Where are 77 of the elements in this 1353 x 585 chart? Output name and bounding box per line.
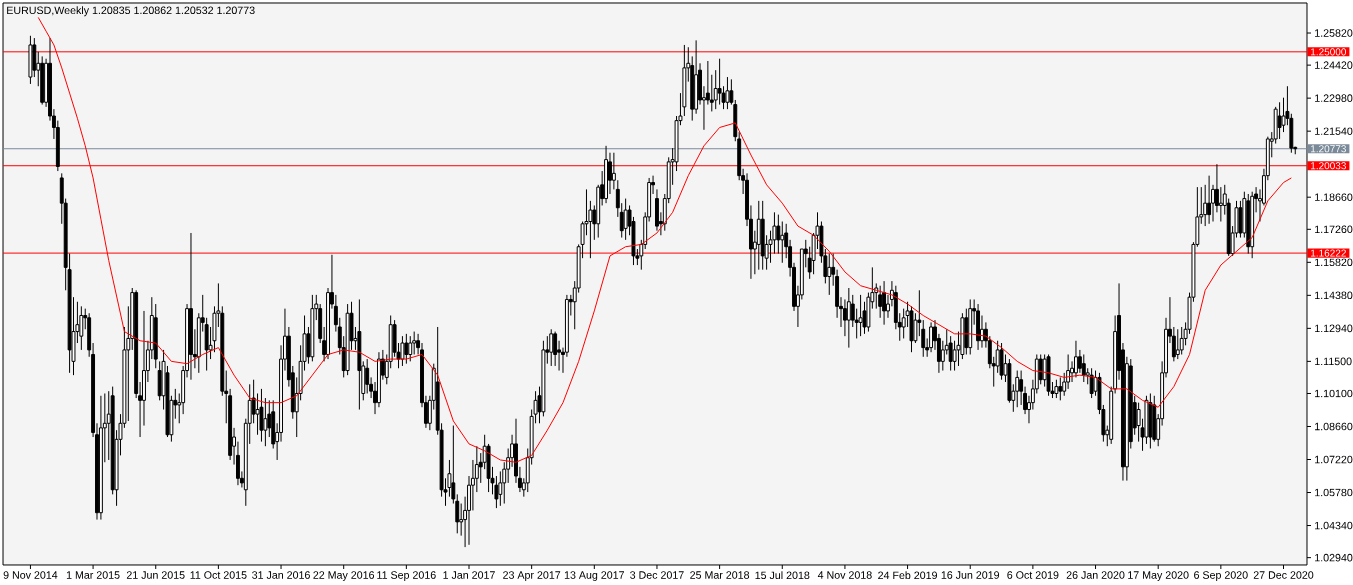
y-tick-label: 1.21540 [1315,127,1353,135]
x-tick-label: 15 Jul 2018 [755,571,810,580]
x-tick-label: 21 Jun 2015 [126,571,185,579]
y-tick-label: 1.14380 [1315,291,1353,300]
x-tick-label: 11 Oct 2015 [190,571,247,579]
candlestick [776,214,781,255]
candlestick [929,321,934,353]
candlestick [1054,379,1059,399]
candlestick [827,253,832,296]
candlestick [498,470,503,507]
y-tick-label: 1.17260 [1315,225,1353,234]
x-tick-label: 25 Mar 2018 [690,571,750,579]
candlestick [1081,353,1086,383]
candlestick [259,388,264,443]
y-tick-label: 1.12940 [1315,324,1353,333]
candlestick [1203,184,1208,227]
candlestick [549,328,554,367]
x-tick-label: 11 Sep 2016 [377,571,436,581]
candlestick [365,358,370,394]
x-tick-label: 3 Dec 2017 [630,571,684,579]
ref-line-label: 1.25000 [1311,48,1347,56]
candlestick [608,152,612,195]
candlestick [878,285,883,319]
y-tick-label: 1.07220 [1315,455,1353,464]
x-tick-label: 31 Jan 2016 [252,571,310,579]
x-tick-label: 13 Aug 2017 [564,571,624,581]
x-tick-label: 24 Feb 2019 [878,571,937,580]
candlestick [1277,101,1282,140]
x-tick-label: 17 May 2020 [1128,571,1189,581]
y-tick-label: 1.24420 [1315,61,1353,69]
candlestick [1175,328,1180,360]
y-tick-label: 1.25820 [1315,29,1353,37]
candlestick [263,397,268,447]
candlestick [882,280,887,326]
candlestick [1015,370,1020,408]
y-tick-label: 1.10100 [1315,389,1353,398]
candlestick [842,298,847,337]
candlestick [858,294,863,337]
x-tick-label: 9 Nov 2014 [3,571,58,579]
ref-line-label: 1.16222 [1311,249,1346,257]
y-tick-label: 1.15820 [1315,258,1353,267]
candlestick [502,461,507,505]
x-tick-label: 1 Jan 2017 [443,571,495,579]
ref-line-label: 1.20773 [1311,145,1346,153]
y-tick-label: 1.05780 [1315,488,1353,497]
x-tick-label: 4 Nov 2018 [817,571,872,579]
chart-title: EURUSD,Weekly 1.20835 1.20862 1.20532 1.20773 [7,6,255,17]
y-tick-label: 1.04340 [1315,521,1353,530]
candlestick [408,335,413,362]
x-tick-label: 6 Sep 2020 [1194,571,1248,581]
candlestick [553,331,558,367]
candlestick [846,287,851,349]
y-tick-label: 1.18660 [1315,193,1353,201]
candlestick [717,58,722,106]
y-tick-label: 1.11500 [1315,357,1352,366]
candlestick [780,221,785,264]
candlestick [404,333,409,365]
candlestick [725,76,730,110]
x-tick-label: 6 Oct 2019 [1007,571,1059,579]
x-tick-label: 1 Mar 2015 [66,571,120,579]
x-tick-label: 23 Apr 2017 [503,571,561,581]
candlestick [1207,175,1212,225]
candlestick [1058,376,1063,401]
candlestick [1074,340,1078,378]
y-tick-label: 1.22980 [1315,94,1353,102]
candlestick [1179,326,1184,355]
x-tick-label: 22 May 2016 [313,571,375,581]
candlestick [255,392,260,436]
candlestick [400,335,405,367]
x-tick-label: 27 Dec 2020 [1253,571,1314,579]
x-tick-label: 26 Jan 2020 [1066,571,1125,579]
y-tick-label: 1.08660 [1315,422,1353,431]
ref-line-label: 1.20033 [1311,162,1346,170]
candlestick [1218,186,1223,222]
x-tick-label: 16 Jun 2019 [941,571,1000,579]
y-tick-label: 1.02940 [1315,553,1353,562]
candlestick [79,305,84,351]
